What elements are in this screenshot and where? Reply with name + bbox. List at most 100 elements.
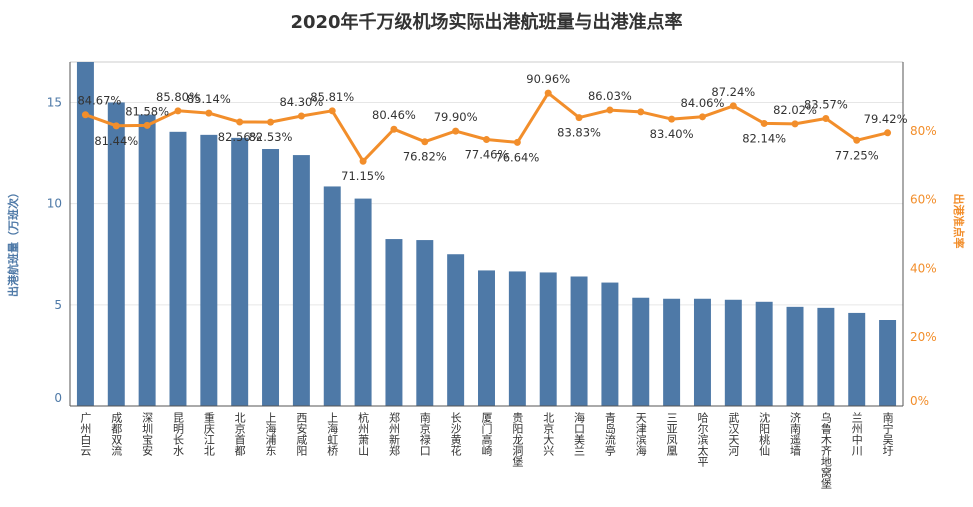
line-value-label: 80.46%: [372, 108, 416, 122]
y-tick-label-left: 0: [54, 391, 62, 405]
x-tick-label: 海口美兰: [573, 411, 586, 456]
line-point: [606, 106, 614, 114]
x-tick-label: 天津滨海: [634, 412, 647, 457]
x-tick-label: 上海虹桥: [326, 412, 339, 457]
x-tick-label: 武汉天河: [727, 412, 740, 456]
bar: [169, 131, 187, 406]
x-tick-label: 成都双流: [110, 412, 123, 456]
bar: [416, 240, 434, 406]
line-point: [328, 107, 336, 115]
bar: [292, 155, 310, 406]
bar: [724, 299, 742, 406]
x-tick-label: 北京大兴: [542, 412, 555, 456]
line-value-label: 84.06%: [681, 96, 725, 110]
x-tick-label: 南京禄口: [418, 412, 431, 456]
line-value-label: 83.57%: [804, 98, 848, 112]
bar: [663, 298, 681, 406]
line-value-label: 87.24%: [711, 85, 755, 99]
x-tick-label: 贵阳龙洞堡: [511, 412, 524, 467]
line-point: [390, 125, 398, 133]
bar: [693, 298, 711, 406]
x-tick-label: 哈尔滨太平: [696, 412, 709, 468]
bar-layer: [76, 62, 897, 407]
bar: [107, 102, 125, 407]
line-value-label: 77.46%: [465, 148, 509, 162]
bar: [786, 306, 804, 406]
bar: [447, 254, 465, 406]
line-value-label: 71.15%: [341, 169, 385, 183]
line-value-label: 76.82%: [403, 150, 447, 164]
bar: [323, 186, 341, 406]
bar: [848, 312, 866, 406]
x-tick-label: 乌鲁木齐地窝堡: [819, 411, 832, 489]
line-value-label: 79.90%: [434, 110, 478, 124]
x-tick-label: 西安咸阳: [295, 412, 308, 456]
y-tick-label-right: 20%: [910, 330, 937, 344]
x-tick-label: 南宁吴圩: [881, 412, 894, 456]
label-layer: 84.67% 81.44% 81.58%85.80%85.14% 82.56%82.5…: [77, 72, 907, 183]
line-value-label: 81.44%: [94, 134, 138, 148]
line-value-label: 85.81%: [310, 90, 354, 104]
y-tick-label-right: 0%: [910, 394, 929, 408]
line-value-label: 79.42%: [864, 112, 908, 126]
line-point: [822, 115, 830, 123]
line-value-label: 85.80%: [156, 90, 200, 104]
bar: [570, 276, 588, 406]
bar: [200, 134, 218, 407]
line-point: [483, 136, 490, 144]
bar: [817, 307, 835, 406]
line-value-label: 82.56%: [218, 130, 262, 144]
bar: [508, 271, 526, 406]
x-tick-label: 沈阳桃仙: [758, 411, 771, 456]
line-value-label: 86.03%: [588, 89, 632, 103]
line-layer: [81, 89, 892, 165]
line-point: [421, 138, 429, 146]
x-tick-label: 北京首都: [233, 412, 246, 456]
line-point: [81, 111, 89, 119]
line-value-label: 90.96%: [526, 72, 570, 86]
bar: [231, 137, 249, 406]
line-value-label: 82.14%: [742, 131, 786, 145]
bar: [262, 149, 280, 406]
line-point: [853, 136, 861, 144]
bar: [478, 270, 495, 406]
bar: [879, 320, 897, 406]
x-tick-label: 深圳宝安: [141, 412, 154, 457]
bar: [539, 272, 557, 406]
line-point: [205, 109, 213, 117]
bar: [385, 239, 403, 406]
y-axis-label-left: 出港航班量（万班次）: [6, 187, 20, 297]
line-point: [513, 138, 521, 146]
line-point: [698, 113, 706, 121]
bar: [138, 114, 156, 407]
y-tick-label-right: 80%: [910, 124, 937, 138]
x-tick-label: 上海浦东: [264, 412, 277, 456]
line-value-label: 82.53%: [249, 130, 293, 144]
x-tick-label: 长沙黄花: [449, 412, 462, 456]
line-value-label: 84.30%: [279, 95, 323, 109]
line-value-label: 83.40%: [650, 127, 694, 141]
line-value-label: 84.67%: [77, 94, 121, 108]
y-tick-label-left: 15: [47, 95, 62, 109]
x-tick-label: 青岛流亭: [603, 412, 616, 456]
line-point: [544, 89, 552, 97]
line-point: [267, 118, 275, 126]
y-axis-label-right: 出港准点率: [952, 194, 966, 249]
bar: [354, 198, 372, 406]
line-point: [637, 108, 645, 116]
line-point: [760, 119, 768, 127]
x-tick-label: 三亚凤凰: [665, 412, 678, 457]
x-tick-label: 重庆江北: [202, 411, 215, 456]
bar: [76, 62, 94, 406]
line-point: [174, 107, 182, 115]
x-tick-label: 兰州中川: [850, 412, 863, 456]
bar: [755, 301, 773, 406]
bar: [632, 297, 650, 406]
line-value-label: 81.58%: [125, 104, 169, 118]
line-point: [884, 129, 892, 137]
x-tick-label: 郑州新郑: [387, 411, 400, 456]
x-tick-label: 济南遥墙: [789, 411, 802, 457]
